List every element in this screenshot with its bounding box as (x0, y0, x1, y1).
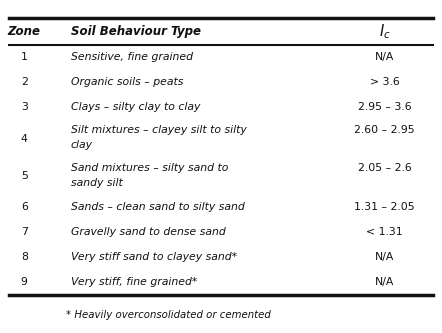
Text: 2.05 – 2.6: 2.05 – 2.6 (358, 163, 412, 173)
Text: 3: 3 (21, 102, 28, 112)
Text: $\mathbf{\mathit{I_c}}$: $\mathbf{\mathit{I_c}}$ (379, 22, 390, 41)
Text: 8: 8 (21, 252, 28, 262)
Text: Clays – silty clay to clay: Clays – silty clay to clay (71, 102, 200, 112)
Text: Very stiff, fine grained*: Very stiff, fine grained* (71, 277, 197, 287)
Text: Sensitive, fine grained: Sensitive, fine grained (71, 52, 193, 62)
Text: 2.60 – 2.95: 2.60 – 2.95 (354, 125, 415, 135)
Text: 7: 7 (21, 227, 28, 237)
Text: > 3.6: > 3.6 (370, 77, 400, 87)
Text: N/A: N/A (375, 277, 394, 287)
Text: Sand mixtures – silty sand to: Sand mixtures – silty sand to (71, 163, 228, 173)
Text: sandy silt: sandy silt (71, 178, 122, 188)
Text: Gravelly sand to dense sand: Gravelly sand to dense sand (71, 227, 225, 237)
Text: < 1.31: < 1.31 (366, 227, 403, 237)
Text: Soil Behaviour Type: Soil Behaviour Type (71, 25, 201, 38)
Text: 9: 9 (21, 277, 28, 287)
Text: 5: 5 (21, 171, 28, 181)
Text: 6: 6 (21, 202, 28, 212)
Text: 1: 1 (21, 52, 28, 62)
Text: Organic soils – peats: Organic soils – peats (71, 77, 183, 87)
Text: Zone: Zone (8, 25, 41, 38)
Text: Very stiff sand to clayey sand*: Very stiff sand to clayey sand* (71, 252, 237, 262)
Text: 1.31 – 2.05: 1.31 – 2.05 (354, 202, 415, 212)
Text: 2: 2 (21, 77, 28, 87)
Text: N/A: N/A (375, 52, 394, 62)
Text: Sands – clean sand to silty sand: Sands – clean sand to silty sand (71, 202, 244, 212)
Text: 4: 4 (21, 134, 28, 144)
Text: * Heavily overconsolidated or cemented: * Heavily overconsolidated or cemented (66, 310, 271, 320)
Text: N/A: N/A (375, 252, 394, 262)
Text: clay: clay (71, 140, 93, 150)
Text: Silt mixtures – clayey silt to silty: Silt mixtures – clayey silt to silty (71, 125, 247, 135)
Text: 2.95 – 3.6: 2.95 – 3.6 (358, 102, 412, 112)
